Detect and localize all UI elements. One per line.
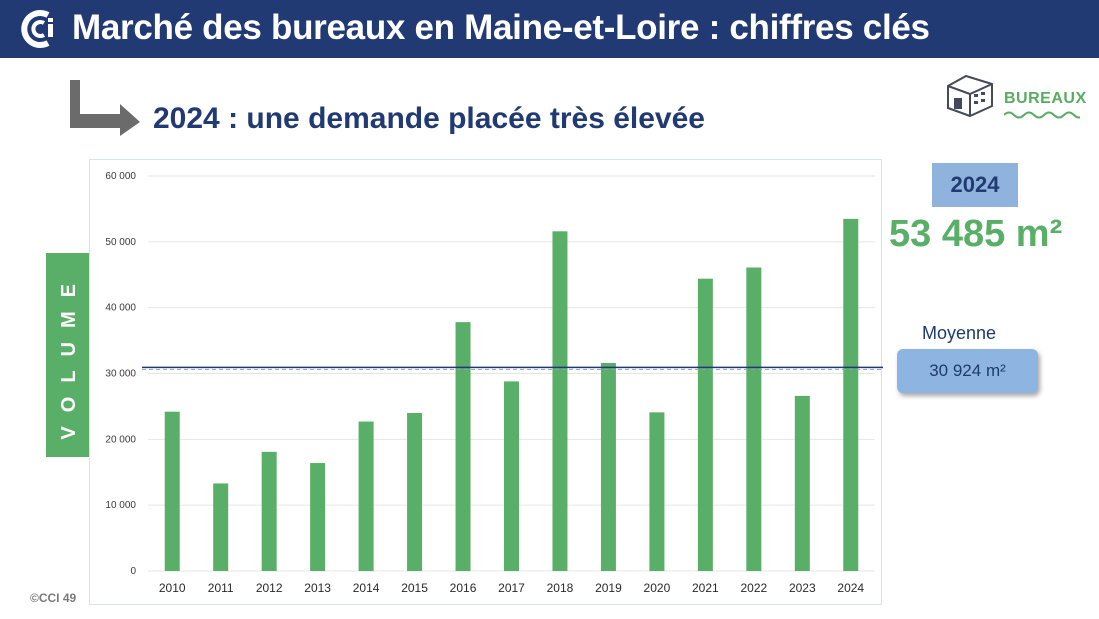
bar-2010 bbox=[164, 411, 180, 571]
x-tick-label: 2013 bbox=[304, 581, 331, 595]
average-label: Moyenne bbox=[922, 323, 997, 343]
cci-logo-icon bbox=[21, 10, 53, 48]
x-tick-label: 2016 bbox=[450, 581, 477, 595]
chart-canvas: 0 10 000 20 000 30 000 40 000 50 000 60 000 201… bbox=[105, 171, 883, 595]
x-tick-label: 2018 bbox=[547, 581, 574, 595]
average-value-box: 30 924 m² bbox=[897, 349, 1038, 393]
header-bar: Marché des bureaux en Maine-et-Loire : c… bbox=[0, 0, 1099, 58]
x-tick-label: 2012 bbox=[256, 581, 283, 595]
y-tick-label: 10 000 bbox=[105, 500, 136, 511]
bureaux-badge: BUREAUX bbox=[944, 70, 1087, 126]
x-tick-label: 2011 bbox=[208, 581, 234, 595]
bar-2015 bbox=[407, 413, 423, 571]
volume-text: VOLUME bbox=[57, 270, 80, 440]
copyright: ©CCI 49 bbox=[30, 591, 77, 605]
bar-2012 bbox=[261, 451, 277, 571]
section-subtitle: 2024 : une demande placée très élevée bbox=[153, 102, 705, 135]
x-tick-label: 2020 bbox=[644, 581, 671, 595]
bar-2011 bbox=[213, 483, 229, 571]
x-tick-label: 2024 bbox=[837, 581, 864, 595]
y-tick-label: 20 000 bbox=[105, 434, 136, 445]
x-tick-label: 2023 bbox=[789, 581, 816, 595]
x-tick-label: 2015 bbox=[401, 581, 428, 595]
page-title: Marché des bureaux en Maine-et-Loire : c… bbox=[72, 8, 930, 47]
bar-2013 bbox=[310, 463, 326, 571]
volume-side-label: VOLUME bbox=[46, 253, 92, 457]
office-building-icon bbox=[947, 74, 993, 118]
bar-2017 bbox=[504, 381, 519, 571]
bar-2021 bbox=[697, 278, 713, 571]
wave-decoration-icon bbox=[1004, 111, 1080, 119]
bar-2019 bbox=[600, 362, 616, 571]
y-tick-label: 30 000 bbox=[105, 369, 136, 380]
y-tick-label: 0 bbox=[130, 566, 136, 577]
highlight-year-badge: 2024 bbox=[932, 163, 1018, 207]
bar-2014 bbox=[358, 421, 374, 571]
x-tick-label: 2021 bbox=[692, 581, 719, 595]
x-tick-label: 2019 bbox=[595, 581, 622, 595]
y-tick-label: 60 000 bbox=[105, 171, 136, 182]
bar-2022 bbox=[746, 267, 762, 571]
bar-chart: 0 10 000 20 000 30 000 40 000 50 000 60 000 201… bbox=[89, 159, 883, 605]
x-tick-label: 2022 bbox=[740, 581, 767, 595]
bar-2016 bbox=[455, 322, 471, 571]
bar-2020 bbox=[649, 412, 665, 571]
y-tick-label: 40 000 bbox=[105, 303, 136, 314]
arrow-right-icon bbox=[70, 80, 140, 136]
x-tick-label: 2010 bbox=[159, 581, 186, 595]
x-tick-label: 2014 bbox=[353, 581, 380, 595]
bureaux-label: BUREAUX bbox=[1004, 90, 1087, 107]
x-tick-label: 2017 bbox=[498, 581, 525, 595]
bar-2023 bbox=[794, 395, 810, 571]
bar-2024 bbox=[843, 218, 859, 571]
highlight-value: 53 485 m² bbox=[889, 213, 1063, 255]
bar-2018 bbox=[552, 231, 568, 572]
y-tick-label: 50 000 bbox=[105, 237, 136, 248]
